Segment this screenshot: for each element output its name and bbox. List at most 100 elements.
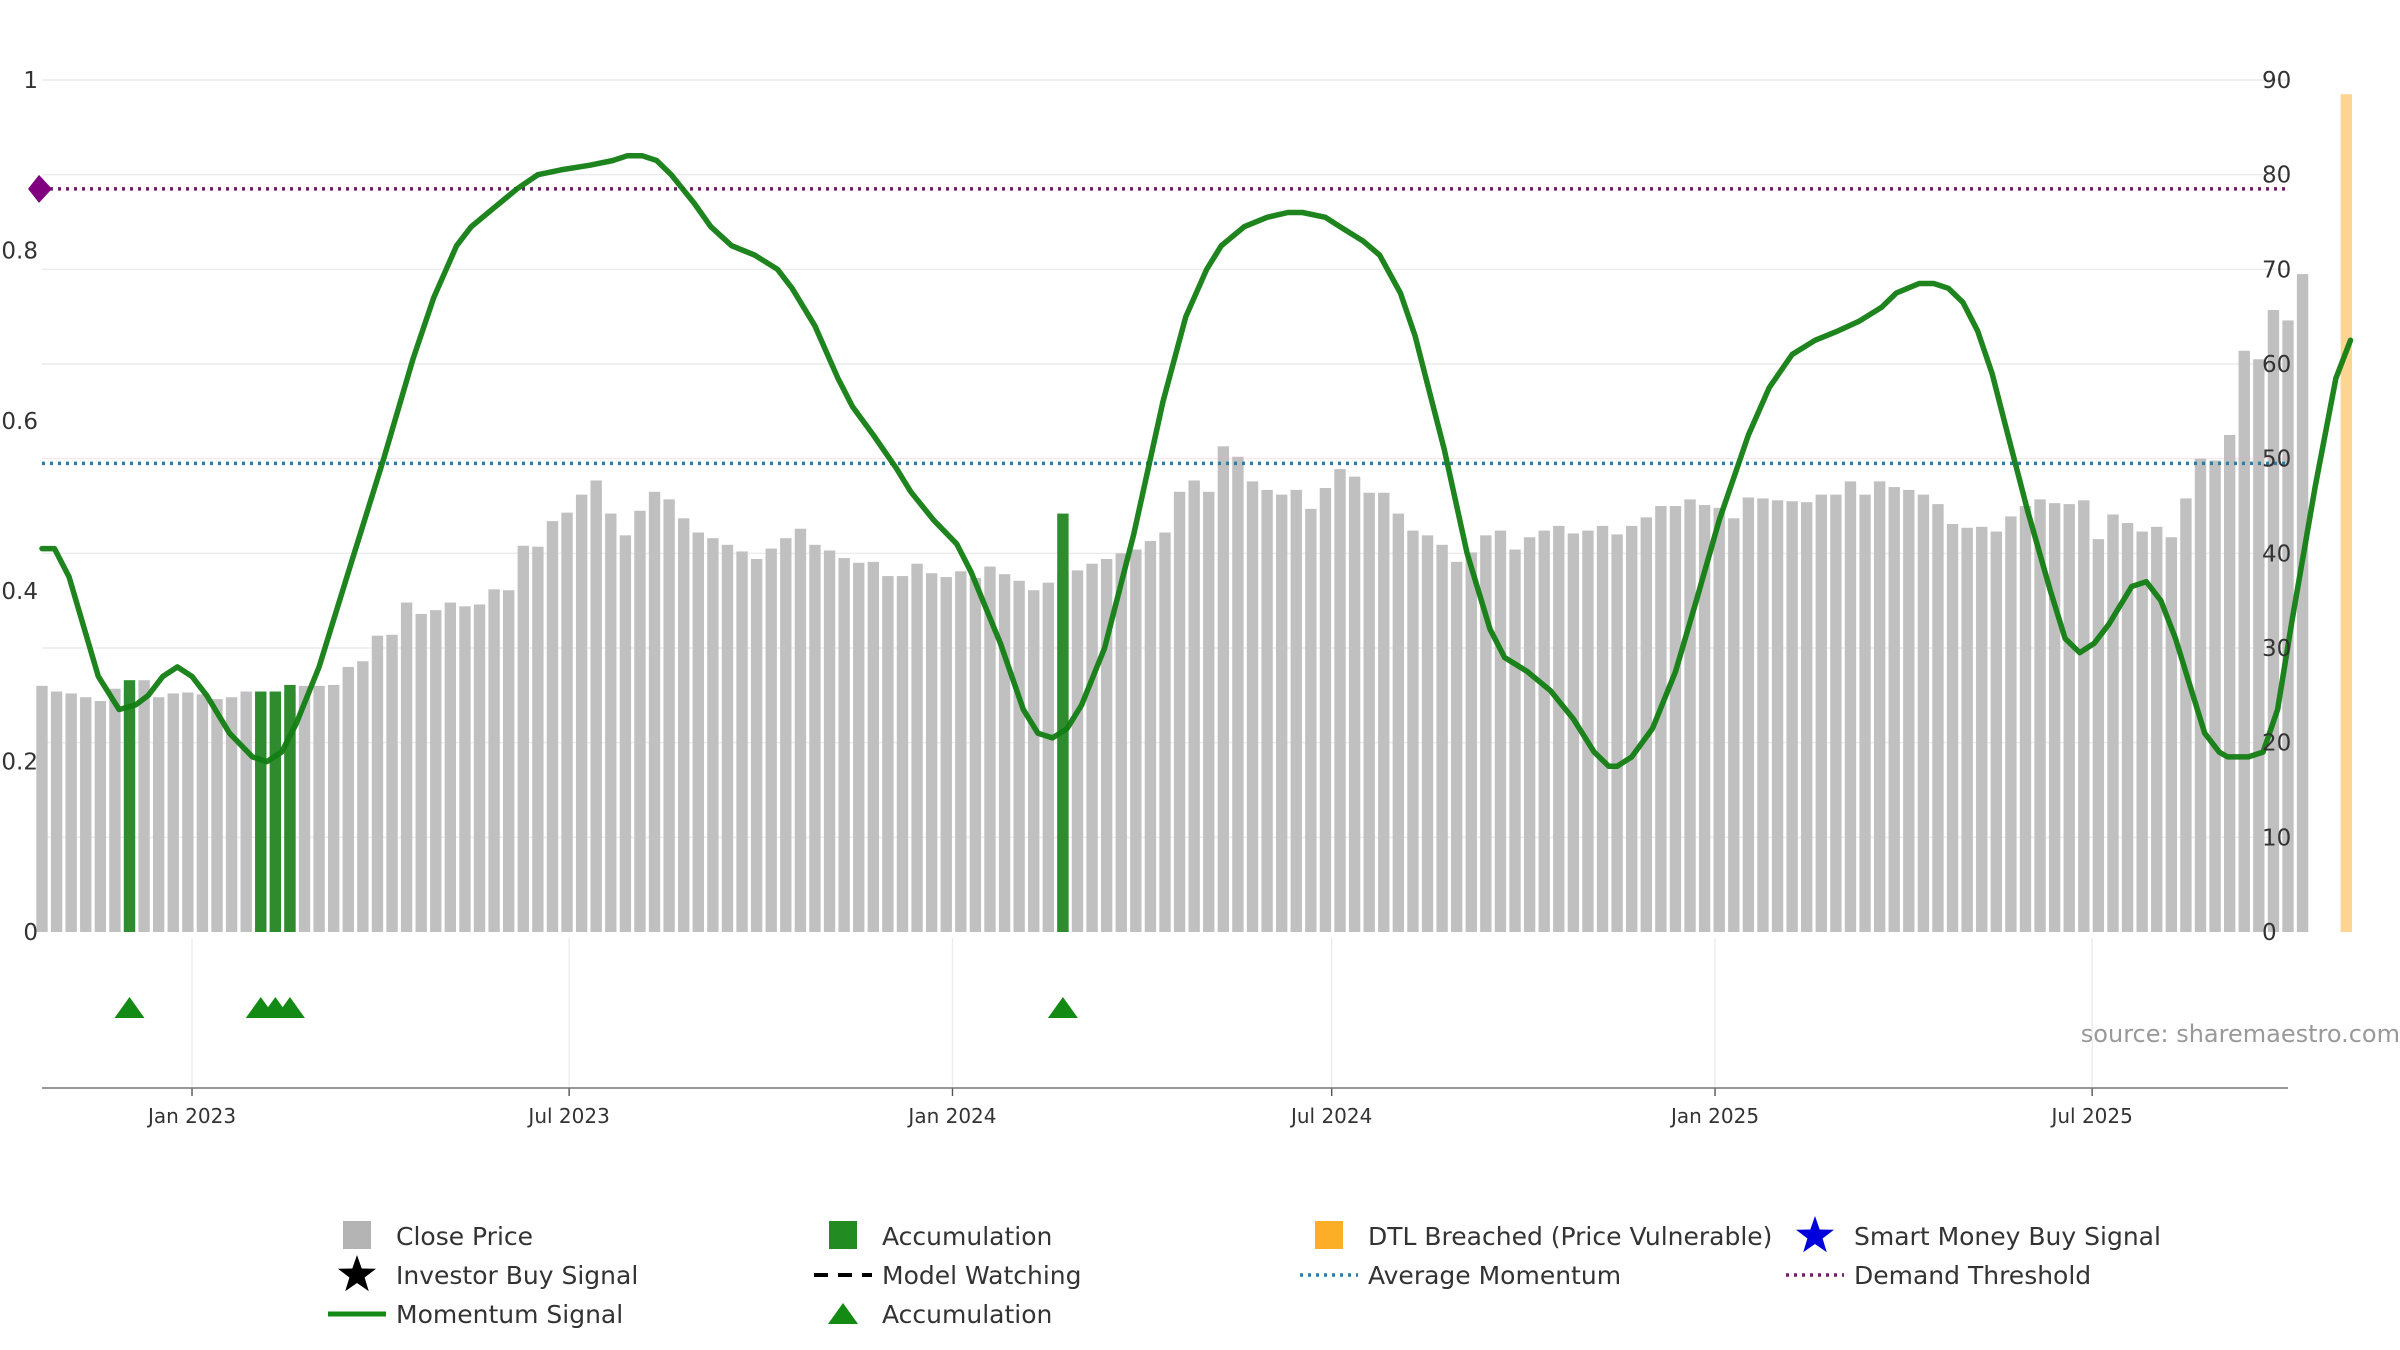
close-price-bar	[2136, 531, 2148, 932]
close-price-bar	[896, 576, 909, 932]
right-tick-label: 90	[2262, 68, 2291, 94]
legend-swatch-star	[1796, 1216, 1834, 1253]
close-price-bar	[1144, 541, 1157, 932]
close-price-bar	[225, 697, 238, 932]
close-price-bar	[1932, 504, 1944, 932]
right-tick-label: 50	[2262, 447, 2291, 473]
close-price-bar	[1232, 456, 1244, 932]
close-price-bar	[196, 694, 209, 932]
close-price-bar	[867, 561, 879, 932]
close-price-bar	[2151, 526, 2163, 932]
close-price-bar	[590, 480, 602, 932]
legend-label: Average Momentum	[1368, 1261, 1621, 1290]
close-price-bar	[1523, 537, 1536, 932]
close-price-bar	[1028, 590, 1040, 932]
close-price-bar	[2107, 514, 2119, 932]
close-price-bar	[692, 532, 704, 932]
close-price-bar	[707, 538, 719, 932]
dtl-breached-bar	[2340, 94, 2353, 932]
close-price-bar	[1640, 517, 1652, 932]
close-price-bar	[2209, 460, 2221, 932]
x-tick-label: Jan 2023	[146, 1104, 236, 1128]
close-price-bar	[794, 528, 807, 932]
close-price-bar	[940, 577, 952, 932]
close-price-bar	[1873, 481, 1886, 932]
close-price-bars	[36, 274, 2309, 933]
close-price-bar	[663, 499, 675, 932]
close-price-bar	[1348, 476, 1361, 932]
close-price-bar	[561, 512, 573, 932]
close-price-bar	[109, 688, 121, 932]
close-price-bar	[1130, 549, 1142, 932]
legend-swatch-square	[829, 1221, 857, 1249]
left-tick-label: 0.6	[1, 409, 38, 435]
close-price-bar	[517, 545, 529, 932]
right-tick-label: 10	[2262, 825, 2291, 851]
close-price-bar	[998, 574, 1011, 932]
close-price-bar	[182, 692, 194, 932]
close-price-bar	[94, 701, 107, 932]
close-price-bar	[736, 551, 748, 932]
close-price-bar	[1246, 481, 1259, 932]
close-price-bar	[1626, 525, 1638, 932]
accumulation-marker	[1047, 997, 1078, 1018]
close-price-bar	[1538, 530, 1550, 932]
legend-swatch-square	[1315, 1221, 1343, 1249]
close-price-bar	[1830, 494, 1842, 932]
close-price-bar	[1844, 481, 1857, 932]
close-price-bar	[1013, 580, 1025, 932]
close-price-bar	[1392, 513, 1405, 932]
close-price-bar	[809, 544, 821, 932]
legend-item: Accumulation	[829, 1221, 1052, 1251]
legend-item: Momentum Signal	[328, 1300, 623, 1329]
close-price-bar	[1480, 535, 1492, 932]
legend: Close Price Accumulation DTL Breached (Pri…	[328, 1216, 2161, 1329]
right-tick-label: 30	[2262, 636, 2291, 662]
x-tick-label: Jan 2025	[1669, 1104, 1759, 1128]
close-price-bar	[2165, 537, 2178, 932]
close-price-bar	[882, 576, 894, 932]
close-price-bar	[1771, 500, 1784, 932]
close-price-bar	[780, 538, 792, 932]
demand-threshold-marker	[28, 174, 52, 203]
accumulation-bar	[123, 680, 136, 932]
close-price-bar	[1290, 489, 1302, 932]
close-price-bar	[65, 693, 77, 932]
close-price-bar	[2223, 435, 2236, 932]
close-price-bar	[1042, 582, 1055, 932]
close-price-bar	[911, 563, 923, 932]
close-price-bar	[1378, 492, 1390, 932]
right-tick-label: 20	[2262, 731, 2291, 757]
close-price-bar	[969, 577, 982, 932]
accumulation-marker	[114, 997, 145, 1018]
close-price-bar	[1757, 498, 1769, 932]
close-price-bar	[838, 558, 850, 932]
left-tick-label: 0.2	[1, 750, 38, 776]
close-price-bar	[1553, 525, 1565, 932]
close-price-bar	[2005, 516, 2017, 932]
close-price-bar	[2253, 359, 2265, 932]
close-price-bar	[400, 602, 413, 932]
legend-label: Accumulation	[882, 1222, 1052, 1251]
momentum-signal	[39, 152, 2354, 770]
close-price-bar	[444, 602, 457, 932]
close-price-bar	[1669, 506, 1682, 932]
close-price-bar	[955, 571, 967, 932]
close-price-bar	[2194, 458, 2207, 932]
legend-swatch-triangle	[828, 1303, 858, 1324]
close-price-bar	[1684, 499, 1696, 932]
close-price-bar	[2282, 320, 2294, 932]
x-tick-label: Jan 2024	[906, 1104, 996, 1128]
right-tick-label: 40	[2262, 541, 2291, 567]
close-price-bar	[1611, 534, 1623, 932]
accumulation-bar	[284, 684, 296, 932]
close-price-bar	[1334, 469, 1346, 932]
close-price-bar	[2048, 503, 2061, 932]
close-price-bar	[1451, 561, 1463, 932]
close-price-bar	[1786, 501, 1798, 932]
close-price-bar	[2019, 506, 2032, 932]
legend-item: Demand Threshold	[1786, 1261, 2091, 1290]
close-price-bar	[1407, 530, 1419, 932]
close-price-bar	[1655, 506, 1667, 932]
